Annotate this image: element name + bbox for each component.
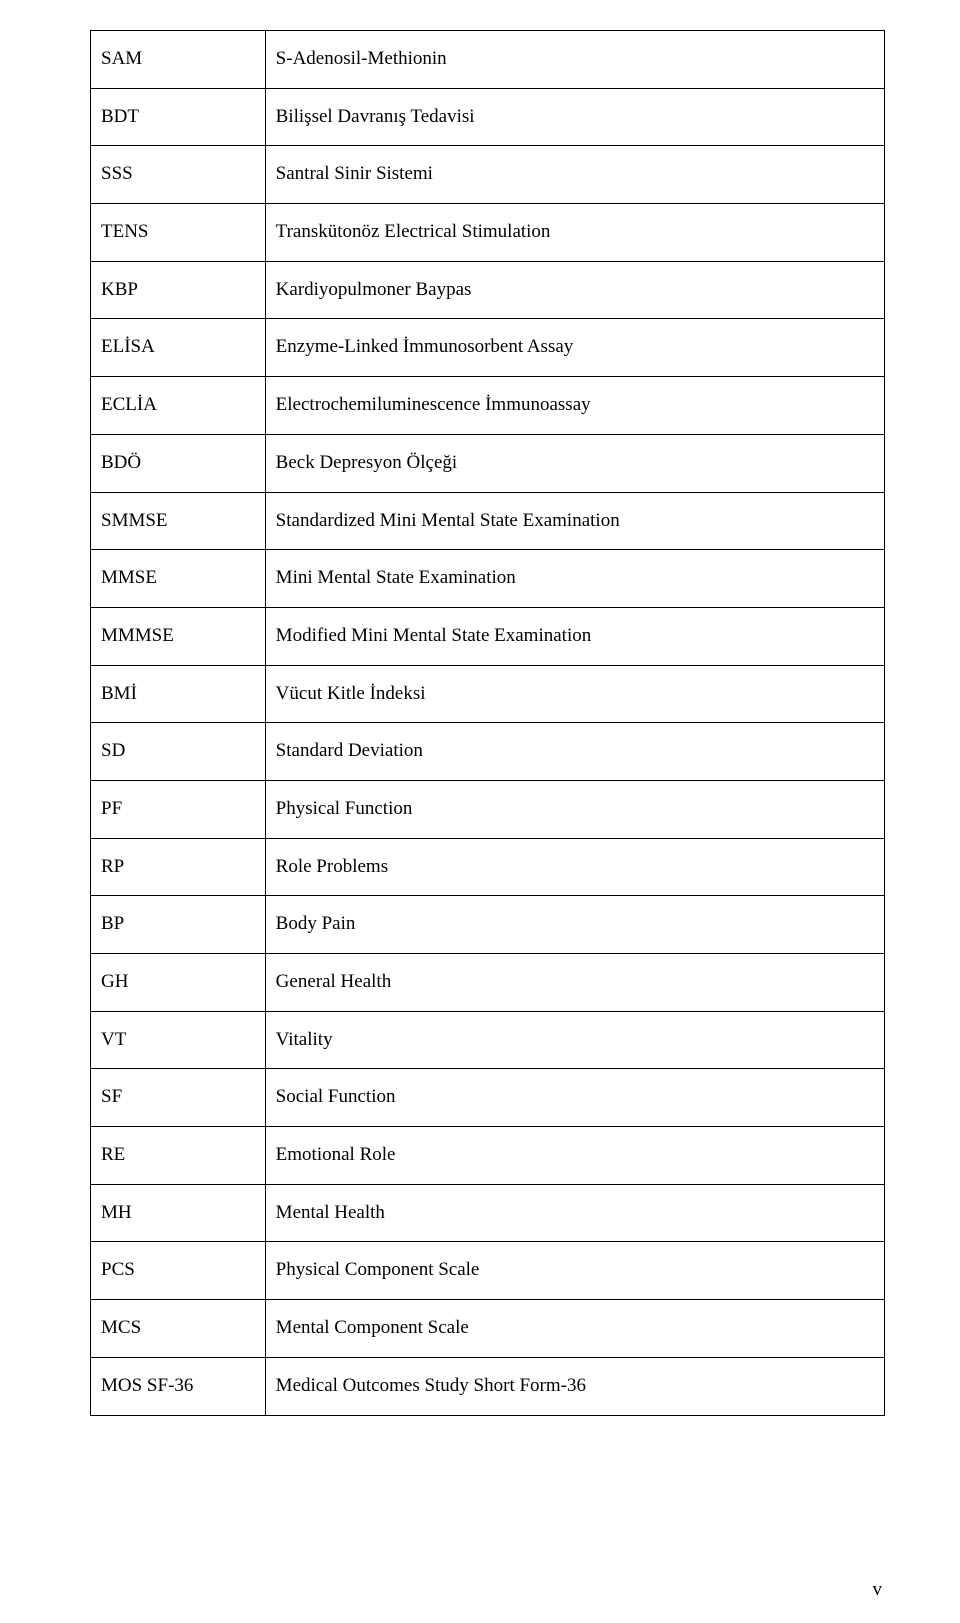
abbr-cell: BMİ bbox=[91, 665, 266, 723]
table-row: MOS SF-36 Medical Outcomes Study Short F… bbox=[91, 1357, 885, 1415]
table-row: ECLİA Electrochemiluminescence İmmunoass… bbox=[91, 377, 885, 435]
def-cell: Emotional Role bbox=[265, 1127, 884, 1185]
table-row: MH Mental Health bbox=[91, 1184, 885, 1242]
def-cell: Transkütonöz Electrical Stimulation bbox=[265, 204, 884, 262]
abbreviation-table: SAM S-Adenosil-Methionin BDT Bilişsel Da… bbox=[90, 30, 885, 1416]
abbr-cell: ECLİA bbox=[91, 377, 266, 435]
table-row: KBP Kardiyopulmoner Baypas bbox=[91, 261, 885, 319]
table-row: ELİSA Enzyme-Linked İmmunosorbent Assay bbox=[91, 319, 885, 377]
def-cell: Social Function bbox=[265, 1069, 884, 1127]
def-cell: Santral Sinir Sistemi bbox=[265, 146, 884, 204]
page-number: v bbox=[873, 1579, 883, 1601]
abbr-cell: TENS bbox=[91, 204, 266, 262]
def-cell: Standardized Mini Mental State Examinati… bbox=[265, 492, 884, 550]
abbr-cell: BDÖ bbox=[91, 434, 266, 492]
table-row: BDÖ Beck Depresyon Ölçeği bbox=[91, 434, 885, 492]
def-cell: Kardiyopulmoner Baypas bbox=[265, 261, 884, 319]
def-cell: Physical Function bbox=[265, 780, 884, 838]
def-cell: Mental Health bbox=[265, 1184, 884, 1242]
document-page: SAM S-Adenosil-Methionin BDT Bilişsel Da… bbox=[0, 0, 960, 1623]
def-cell: Medical Outcomes Study Short Form-36 bbox=[265, 1357, 884, 1415]
def-cell: Body Pain bbox=[265, 896, 884, 954]
def-cell: Vücut Kitle İndeksi bbox=[265, 665, 884, 723]
def-cell: Role Problems bbox=[265, 838, 884, 896]
def-cell: Mental Component Scale bbox=[265, 1300, 884, 1358]
abbr-cell: MCS bbox=[91, 1300, 266, 1358]
def-cell: Physical Component Scale bbox=[265, 1242, 884, 1300]
def-cell: Vitality bbox=[265, 1011, 884, 1069]
table-row: PCS Physical Component Scale bbox=[91, 1242, 885, 1300]
abbr-cell: PCS bbox=[91, 1242, 266, 1300]
table-row: VT Vitality bbox=[91, 1011, 885, 1069]
table-row: MCS Mental Component Scale bbox=[91, 1300, 885, 1358]
abbr-cell: SAM bbox=[91, 31, 266, 89]
abbr-cell: MMSE bbox=[91, 550, 266, 608]
abbr-cell: RP bbox=[91, 838, 266, 896]
table-row: PF Physical Function bbox=[91, 780, 885, 838]
table-row: GH General Health bbox=[91, 954, 885, 1012]
table-row: MMMSE Modified Mini Mental State Examina… bbox=[91, 607, 885, 665]
table-row: SMMSE Standardized Mini Mental State Exa… bbox=[91, 492, 885, 550]
def-cell: General Health bbox=[265, 954, 884, 1012]
table-row: RE Emotional Role bbox=[91, 1127, 885, 1185]
def-cell: Standard Deviation bbox=[265, 723, 884, 781]
abbr-cell: MMMSE bbox=[91, 607, 266, 665]
abbr-cell: MOS SF-36 bbox=[91, 1357, 266, 1415]
table-row: SAM S-Adenosil-Methionin bbox=[91, 31, 885, 89]
abbr-cell: BDT bbox=[91, 88, 266, 146]
table-row: TENS Transkütonöz Electrical Stimulation bbox=[91, 204, 885, 262]
table-row: RP Role Problems bbox=[91, 838, 885, 896]
table-row: SD Standard Deviation bbox=[91, 723, 885, 781]
abbr-cell: KBP bbox=[91, 261, 266, 319]
abbr-cell: SMMSE bbox=[91, 492, 266, 550]
def-cell: Bilişsel Davranış Tedavisi bbox=[265, 88, 884, 146]
abbr-cell: SF bbox=[91, 1069, 266, 1127]
table-row: SSS Santral Sinir Sistemi bbox=[91, 146, 885, 204]
abbr-cell: GH bbox=[91, 954, 266, 1012]
table-row: BP Body Pain bbox=[91, 896, 885, 954]
def-cell: Enzyme-Linked İmmunosorbent Assay bbox=[265, 319, 884, 377]
abbr-cell: MH bbox=[91, 1184, 266, 1242]
def-cell: Mini Mental State Examination bbox=[265, 550, 884, 608]
def-cell: S-Adenosil-Methionin bbox=[265, 31, 884, 89]
def-cell: Modified Mini Mental State Examination bbox=[265, 607, 884, 665]
abbr-cell: RE bbox=[91, 1127, 266, 1185]
abbr-cell: VT bbox=[91, 1011, 266, 1069]
abbr-cell: SD bbox=[91, 723, 266, 781]
table-row: SF Social Function bbox=[91, 1069, 885, 1127]
abbr-cell: PF bbox=[91, 780, 266, 838]
table-row: MMSE Mini Mental State Examination bbox=[91, 550, 885, 608]
abbr-cell: BP bbox=[91, 896, 266, 954]
def-cell: Beck Depresyon Ölçeği bbox=[265, 434, 884, 492]
table-row: BMİ Vücut Kitle İndeksi bbox=[91, 665, 885, 723]
abbr-cell: ELİSA bbox=[91, 319, 266, 377]
table-row: BDT Bilişsel Davranış Tedavisi bbox=[91, 88, 885, 146]
abbr-cell: SSS bbox=[91, 146, 266, 204]
def-cell: Electrochemiluminescence İmmunoassay bbox=[265, 377, 884, 435]
